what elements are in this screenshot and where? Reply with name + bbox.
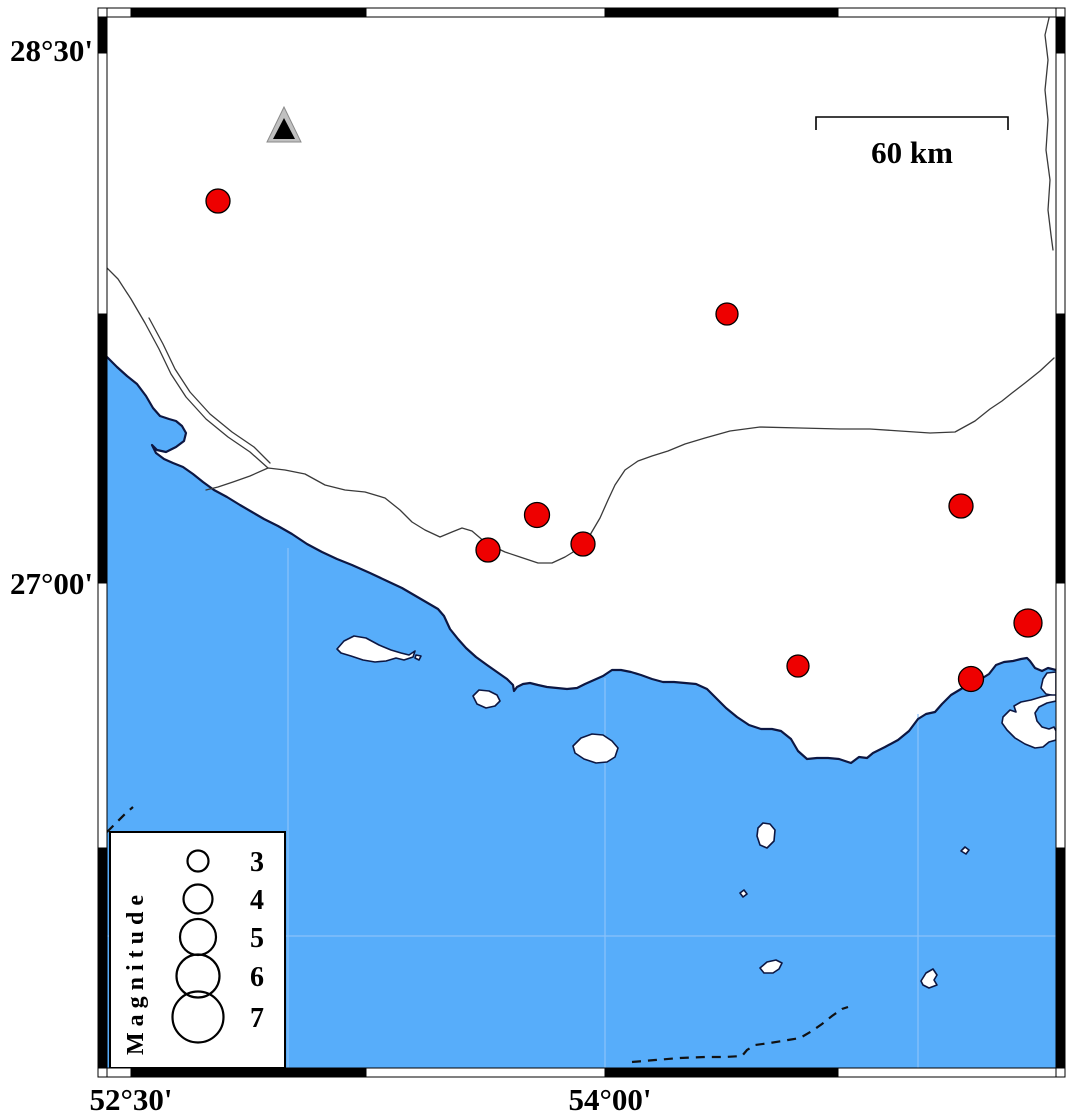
earthquake-marker [570,531,596,557]
lat-label-2830: 28°30' [10,33,93,68]
earthquake-marker [786,654,810,678]
axis-annotations: 28°30' 27°00' 52°30' 54°00' [10,33,652,1116]
scale-bar-label: 60 km [871,135,953,170]
boundary-lines [107,17,1055,564]
earthquake-marker [957,665,985,693]
legend-value: 7 [250,1003,264,1034]
legend-magnitude-circle [182,883,214,915]
earthquake-marker [1013,608,1043,638]
legend-value: 4 [250,885,264,916]
legend-circles [171,849,225,1044]
station-triangle-icon [266,105,302,143]
sea-area [107,357,1056,1068]
legend-title: Magnitude [123,889,149,1055]
legend-magnitude-circle [171,990,225,1044]
dashed-boundary [107,806,849,1064]
earthquake-marker [523,501,551,529]
legend-magnitude-circle [186,849,210,873]
legend-value: 5 [250,923,264,954]
coastline [107,355,1056,765]
legend-value: 6 [250,962,264,993]
legend-value: 3 [250,847,264,878]
map-frame [97,7,1066,1078]
legend-magnitude-circle [175,953,221,999]
lon-label-5400: 54°00' [568,1082,651,1116]
earthquake-marker [948,493,974,519]
magnitude-legend: Magnitude 3 4 5 6 7 [109,831,286,1068]
islands [336,635,1056,989]
earthquake-marker [475,537,501,563]
earthquake-marker [715,302,739,326]
map-content: Magnitude 3 4 5 6 7 60 km [107,17,1056,1068]
lat-label-2700: 27°00' [10,566,93,601]
earthquake-markers [205,188,1043,693]
scale-bar: 60 km [815,116,1009,170]
earthquake-marker [205,188,231,214]
lon-label-5230: 52°30' [89,1082,172,1116]
